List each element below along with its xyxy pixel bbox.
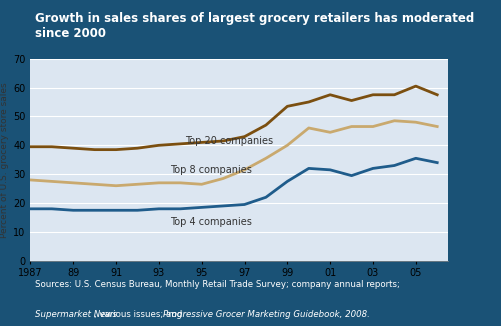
Text: , various issues; and: , various issues; and <box>94 310 185 319</box>
Y-axis label: Percent of U.S. grocery store sales: Percent of U.S. grocery store sales <box>0 82 9 238</box>
Text: Supermarket News: Supermarket News <box>35 310 116 319</box>
Text: Top 4 companies: Top 4 companies <box>169 217 251 227</box>
Text: Progressive Grocer Marketing Guidebook, 2008.: Progressive Grocer Marketing Guidebook, … <box>163 310 369 319</box>
Text: Top 20 companies: Top 20 companies <box>184 136 272 146</box>
Text: Sources: U.S. Census Bureau, Monthly Retail Trade Survey; company annual reports: Sources: U.S. Census Bureau, Monthly Ret… <box>35 280 399 300</box>
Text: Growth in sales shares of largest grocery retailers has moderated
since 2000: Growth in sales shares of largest grocer… <box>35 12 473 40</box>
Text: Top 8 companies: Top 8 companies <box>169 165 251 175</box>
